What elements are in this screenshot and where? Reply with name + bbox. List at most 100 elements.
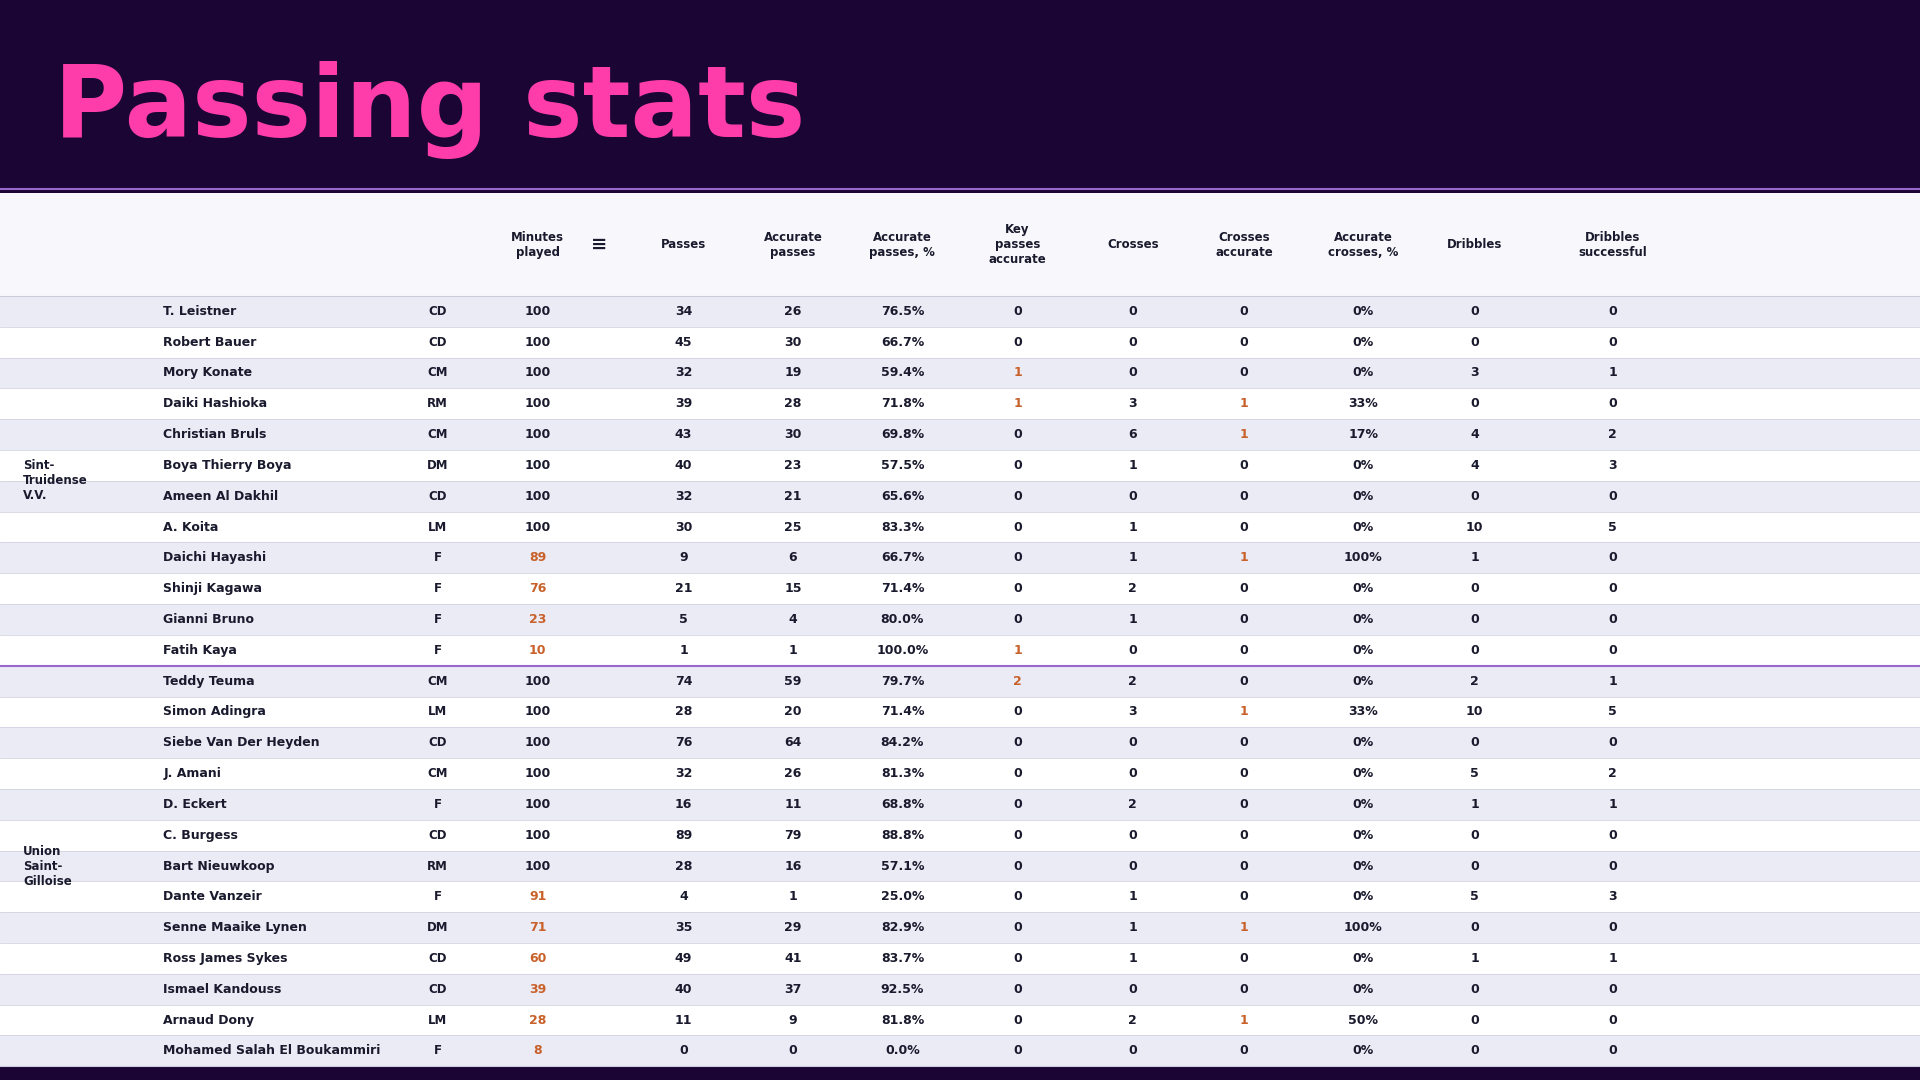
Text: 16: 16 [783,860,803,873]
Text: 1: 1 [1129,613,1137,626]
Text: 30: 30 [674,521,693,534]
Bar [0,450,1920,481]
Text: 28: 28 [783,397,803,410]
Text: 1: 1 [1240,705,1248,718]
Text: 0: 0 [1014,305,1021,318]
Text: 2: 2 [1129,582,1137,595]
Text: Ismael Kandouss: Ismael Kandouss [163,983,282,996]
Text: 68.8%: 68.8% [881,798,924,811]
Text: 32: 32 [674,767,693,780]
Bar [0,758,1920,789]
Text: 0: 0 [1609,552,1617,565]
Text: CM: CM [428,366,447,379]
Text: 1: 1 [1240,1013,1248,1027]
Text: 30: 30 [783,428,803,441]
Text: 100: 100 [524,489,551,502]
Text: 0: 0 [1240,644,1248,657]
Text: 0: 0 [1471,921,1478,934]
Text: 0: 0 [1014,890,1021,903]
Text: Dribbles: Dribbles [1448,239,1501,252]
Text: 64: 64 [783,737,803,750]
Text: CD: CD [428,336,447,349]
Text: 0: 0 [1014,428,1021,441]
Text: 40: 40 [674,459,693,472]
Text: Accurate
passes: Accurate passes [764,231,822,259]
Text: 0%: 0% [1352,860,1375,873]
Text: 76: 76 [528,582,547,595]
Text: 9: 9 [789,1013,797,1027]
Text: 0: 0 [1129,860,1137,873]
Text: 66.7%: 66.7% [881,336,924,349]
Text: 0: 0 [1471,582,1478,595]
Text: 0: 0 [1014,552,1021,565]
Text: 79: 79 [783,828,803,841]
Text: 0: 0 [1471,1044,1478,1057]
Text: 9: 9 [680,552,687,565]
Text: Senne Maaike Lynen: Senne Maaike Lynen [163,921,307,934]
Text: CD: CD [428,737,447,750]
Text: F: F [434,582,442,595]
Text: 45: 45 [674,336,693,349]
Text: 1: 1 [789,644,797,657]
Text: 0: 0 [1129,305,1137,318]
Text: 92.5%: 92.5% [881,983,924,996]
Text: 100: 100 [524,828,551,841]
Text: 1: 1 [1240,921,1248,934]
Text: Crosses
accurate: Crosses accurate [1215,231,1273,259]
Text: Passes: Passes [660,239,707,252]
Text: 100%: 100% [1344,921,1382,934]
Bar [0,913,1920,943]
Text: 81.8%: 81.8% [881,1013,924,1027]
Text: LM: LM [428,521,447,534]
Text: 25: 25 [783,521,803,534]
Text: D. Eckert: D. Eckert [163,798,227,811]
Text: 0%: 0% [1352,644,1375,657]
Text: 0: 0 [1129,767,1137,780]
Text: 33%: 33% [1348,397,1379,410]
Text: 1: 1 [1609,798,1617,811]
Text: 100: 100 [524,675,551,688]
Bar [0,604,1920,635]
Text: Ross James Sykes: Ross James Sykes [163,951,288,964]
Text: 35: 35 [674,921,693,934]
Text: 71.8%: 71.8% [881,397,924,410]
Text: 0: 0 [1609,397,1617,410]
Text: 0: 0 [1129,489,1137,502]
Text: 15: 15 [783,582,803,595]
Text: F: F [434,613,442,626]
Text: 0: 0 [1240,366,1248,379]
Bar [0,1036,1920,1066]
Text: 0: 0 [789,1044,797,1057]
Text: 100: 100 [524,521,551,534]
Text: 0: 0 [1609,582,1617,595]
Text: 5: 5 [1609,521,1617,534]
Text: 100: 100 [524,305,551,318]
Text: F: F [434,798,442,811]
Text: 59.4%: 59.4% [881,366,924,379]
Text: 0: 0 [1240,767,1248,780]
Text: 3: 3 [1471,366,1478,379]
Text: 1: 1 [789,890,797,903]
Text: 0: 0 [1240,521,1248,534]
Text: C. Burgess: C. Burgess [163,828,238,841]
Text: 21: 21 [783,489,803,502]
Text: 0: 0 [1129,737,1137,750]
Text: 2: 2 [1129,1013,1137,1027]
Text: 39: 39 [530,983,545,996]
Text: 0: 0 [1240,890,1248,903]
Text: F: F [434,552,442,565]
Text: 1: 1 [1014,644,1021,657]
Text: 1: 1 [1240,428,1248,441]
Text: 0: 0 [1240,828,1248,841]
Text: 0%: 0% [1352,459,1375,472]
Text: Fatih Kaya: Fatih Kaya [163,644,236,657]
Text: 0: 0 [1609,983,1617,996]
Text: 82.9%: 82.9% [881,921,924,934]
Text: 59: 59 [783,675,803,688]
Text: 0: 0 [1014,1013,1021,1027]
Bar [0,881,1920,913]
Text: 0: 0 [1014,459,1021,472]
Text: 1: 1 [1014,366,1021,379]
Text: LM: LM [428,705,447,718]
Text: F: F [434,1044,442,1057]
